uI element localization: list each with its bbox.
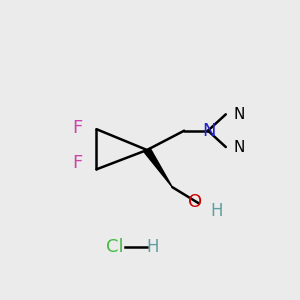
- Text: F: F: [72, 119, 82, 137]
- Text: O: O: [188, 193, 202, 211]
- Text: N: N: [233, 107, 244, 122]
- Text: F: F: [72, 154, 82, 172]
- Text: Cl: Cl: [106, 238, 123, 256]
- Text: N: N: [203, 122, 216, 140]
- Text: H: H: [147, 238, 159, 256]
- Polygon shape: [144, 148, 172, 187]
- Text: N: N: [233, 140, 244, 154]
- Text: H: H: [211, 202, 223, 220]
